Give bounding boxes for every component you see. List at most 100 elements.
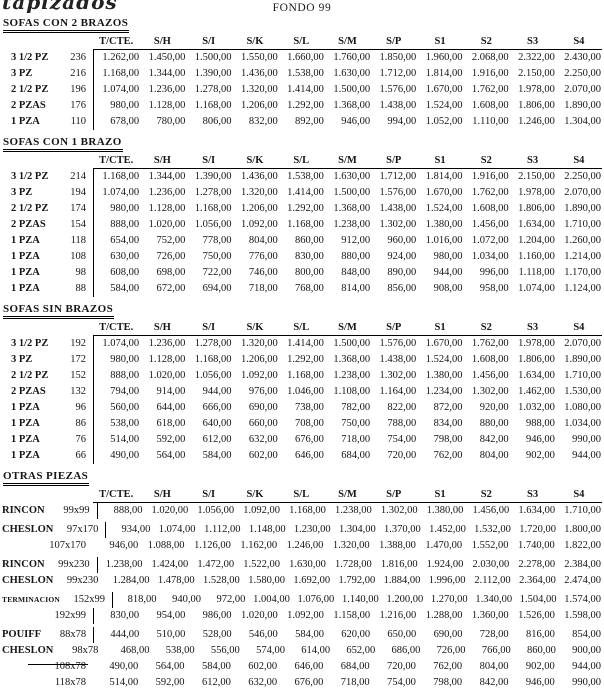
price-cell: 1.140,00 (341, 594, 379, 605)
price-cell: 1.500,00 (333, 338, 371, 349)
column-header: S2 (480, 489, 492, 500)
price-cell: 1.660,00 (287, 52, 324, 63)
price-cell: 1.052,00 (425, 116, 463, 127)
price-cell: 1.148,00 (248, 524, 286, 535)
price-cell: 1.528,00 (203, 575, 240, 586)
price-cell: 646,00 (295, 450, 324, 461)
column-header: S/P (386, 155, 402, 166)
price-cell: 1.670,00 (425, 187, 463, 198)
price-cell: 902,00 (525, 661, 555, 672)
price-cell: 1.762,00 (471, 84, 509, 95)
price-cell: 2.430,00 (564, 52, 601, 63)
row-size: 192 (70, 338, 86, 349)
price-cell: 1.160,00 (518, 251, 555, 262)
price-cell: 2.030,00 (472, 559, 510, 570)
table-row: 2 1/2 PZ 196 1.074,00 1.236,00 1.278,00 1.3… (2, 82, 602, 98)
price-cell: 980,00 (110, 203, 140, 214)
column-header: S/L (293, 155, 310, 166)
price-cell: 592,00 (155, 677, 185, 688)
price-cell: 750,00 (341, 418, 371, 429)
section-rows: 3 1/2 PZ 236 1.262,00 1.450,00 1.500,00 1.5… (2, 50, 602, 130)
price-cell: 1.388,00 (379, 540, 416, 551)
price-cell: 1.634,00 (518, 505, 556, 516)
row-label: 3 PZ (11, 68, 33, 79)
row-size: 66 (75, 450, 87, 461)
price-cell: 592,00 (156, 434, 186, 445)
row-size: 99x230 (66, 575, 99, 586)
row-label: CHESLON (2, 524, 54, 535)
table-row: 1 PZA 88 584,00 672,00 694,00 718,00 768,00 8… (2, 281, 602, 297)
price-cell: 1.456,00 (471, 370, 509, 381)
row-header: 1 PZA 88 (2, 281, 86, 297)
price-cell: 1.230,00 (293, 524, 331, 535)
table-row: 2 PZAS 154 888,00 1.020,00 1.056,00 1.092,0… (2, 217, 602, 233)
row-header: 2 PZAS 154 (2, 217, 86, 233)
price-cell: 614,00 (301, 645, 331, 656)
price-cell: 1.368,00 (333, 354, 371, 365)
price-cell: 832,00 (248, 116, 278, 127)
section-title: SOFAS SIN BRAZOS (3, 303, 115, 319)
price-cell: 860,00 (295, 235, 324, 246)
price-cell: 804,00 (479, 450, 509, 461)
price-cell: 718,00 (341, 434, 371, 445)
row-size: 192x99 (54, 610, 87, 621)
table-row: 3 PZ 172 980,00 1.128,00 1.168,00 1.206,00 1… (2, 352, 602, 368)
price-cell: 1.236,00 (148, 187, 186, 198)
row-size: 110 (70, 116, 86, 127)
row-prices: 608,00 698,00 722,00 746,00 800,00 848,00 890,… (93, 265, 602, 281)
row-header: 118x78 (2, 675, 86, 691)
price-cell: 1.344,00 (148, 68, 186, 79)
price-cell: 954,00 (156, 610, 186, 621)
price-cell: 1.524,00 (425, 203, 463, 214)
price-cell: 2.474,00 (564, 575, 601, 586)
row-prices: 678,00 780,00 806,00 832,00 892,00 946,00 994,… (93, 114, 602, 130)
column-header: S1 (434, 36, 446, 47)
price-cell: 946,00 (109, 540, 139, 551)
price-cell: 994,00 (387, 116, 417, 127)
row-prices: 584,00 672,00 694,00 718,00 768,00 814,00 856,… (93, 281, 602, 297)
price-cell: 652,00 (346, 645, 376, 656)
price-cell: 1.630,00 (333, 171, 371, 182)
price-cell: 806,00 (202, 116, 232, 127)
price-cell: 1.214,00 (564, 251, 601, 262)
price-cell: 1.016,00 (425, 235, 463, 246)
price-cell: 574,00 (256, 645, 285, 656)
row-size: 174 (70, 203, 86, 214)
price-cell: 2.150,00 (518, 171, 555, 182)
row-label: 2 1/2 PZ (11, 203, 49, 214)
price-cell: 1.080,00 (564, 402, 601, 413)
price-cell: 718,00 (340, 677, 370, 688)
price-cell: 2.112,00 (474, 575, 511, 586)
row-prices: 1.168,00 1.344,00 1.390,00 1.436,00 1.538,00… (93, 169, 602, 185)
price-cell: 914,00 (156, 386, 186, 397)
row-size: 216 (70, 68, 86, 79)
price-cell: 798,00 (433, 434, 463, 445)
price-cell: 1.574,00 (564, 594, 601, 605)
row-label: 1 PZA (11, 418, 40, 429)
price-cell: 766,00 (481, 645, 511, 656)
price-cell: 1.284,00 (112, 575, 150, 586)
price-cell: 1.168,00 (194, 354, 232, 365)
column-header: S/P (386, 322, 402, 333)
row-header: 1 PZA 66 (2, 448, 86, 464)
price-cell: 1.168,00 (194, 100, 232, 111)
table-row: POUIFF 88x78 444,00 510,00 528,00 546,00 584… (2, 627, 602, 643)
price-cell: 660,00 (248, 418, 278, 429)
row-size: 118x78 (54, 677, 86, 688)
price-cell: 1.320,00 (332, 540, 370, 551)
price-cell: 1.238,00 (105, 559, 143, 570)
price-cell: 1.472,00 (197, 559, 235, 570)
column-header: S4 (573, 36, 585, 47)
row-prices: 1.284,00 1.478,00 1.528,00 1.580,00 1.692,00… (105, 573, 602, 589)
row-size: 152 (70, 370, 86, 381)
column-header: T/CTE. (99, 36, 134, 47)
price-cell: 1.630,00 (333, 68, 371, 79)
column-header-row: T/CTE. S/H S/I S/K S/L S/M S/P S1 S2 S3 S4 (2, 320, 602, 336)
price-cell: 944,00 (202, 386, 232, 397)
row-size: 98x78 (72, 645, 99, 656)
price-cell: 1.168,00 (102, 171, 140, 182)
price-cell: 902,00 (525, 450, 555, 461)
price-cell: 584,00 (110, 283, 140, 294)
row-label: 1 PZA (11, 402, 40, 413)
table-row: 1 PZA 118 654,00 752,00 778,00 804,00 860,00… (2, 233, 602, 249)
